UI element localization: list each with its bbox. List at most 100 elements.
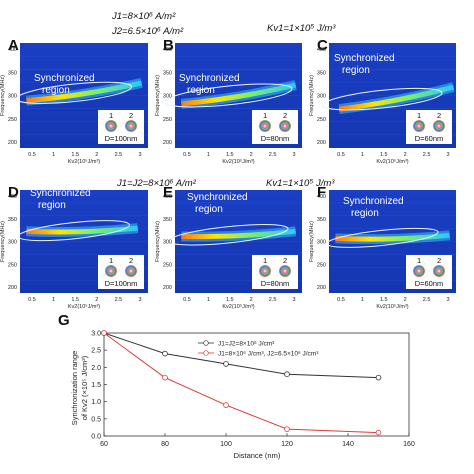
- x-tick-label: 1.5: [226, 297, 234, 303]
- y-tick-label: 250: [317, 262, 326, 268]
- y-tick-label: 300: [8, 240, 17, 246]
- inset-distance-label: D=100nm: [105, 134, 138, 143]
- inset-oscillator-2-label: 2: [283, 111, 287, 120]
- inset-oscillator-2-label: 2: [437, 256, 441, 265]
- series-1-point: [162, 374, 168, 381]
- legend-label-red: J1=8×10⁶ J/cm³, J2=6.5×10⁶ J/cm³: [218, 351, 319, 358]
- x-tick-label: 1.5: [71, 297, 79, 303]
- x-axis-label: Kv2(10⁵J/m³): [68, 158, 100, 165]
- x-tick-label: 3: [292, 297, 295, 303]
- y-tick-label: 250: [163, 117, 172, 123]
- x-tick-label: 3: [138, 152, 141, 158]
- y-tick-label: 350: [317, 70, 326, 76]
- panel-label: E: [163, 184, 173, 201]
- y-tick-label: 200: [8, 285, 17, 291]
- y-tick-label: 200: [317, 285, 326, 291]
- inset-distance-label: D=80nm: [261, 134, 290, 143]
- x-tick-label: 3: [292, 152, 295, 158]
- x-axis-label: Kv2(10⁵J/m³): [222, 158, 254, 165]
- y-tick-label: 250: [8, 117, 17, 123]
- oscillator-inset: 1 2 D=100nm: [98, 110, 144, 144]
- heatmap-band: [335, 232, 450, 242]
- panel-label-g: G: [58, 312, 70, 329]
- x-axis-label: Kv2(10⁵J/m³): [376, 303, 408, 310]
- x-tick-label: 2.5: [269, 297, 277, 303]
- series-1-point: [101, 330, 107, 336]
- series-line-1: [103, 332, 379, 434]
- region-label-line1: Synchronized: [34, 73, 95, 84]
- x-tick-label: 1: [52, 297, 55, 303]
- y-axis-label: Frequency(MHz): [155, 75, 161, 116]
- y-tick-label: 0.5: [91, 416, 101, 423]
- inset-oscillator-2-label: 2: [129, 111, 133, 120]
- x-tick-label: 2: [95, 152, 98, 158]
- y-axis-label: Frequency(MHz): [155, 221, 161, 262]
- series-0-point: [284, 371, 290, 378]
- x-tick-label: 1: [52, 152, 55, 158]
- x-axis-label: Kv2(10⁵J/m³): [68, 303, 100, 310]
- y-axis-label: Frequency(MHz): [309, 75, 315, 116]
- heatmap-band: [26, 225, 139, 235]
- heatmap-band: [338, 84, 455, 112]
- region-label-line1: Synchronized: [334, 53, 395, 64]
- y-tick-label: 3.0: [91, 331, 101, 338]
- legend-marker-red: [203, 350, 209, 356]
- panel-label: B: [163, 37, 174, 54]
- y-axis-label: Frequency(MHz): [0, 221, 6, 262]
- region-label-line2: region: [42, 85, 70, 96]
- chart-series: [101, 330, 382, 436]
- chart-legend: J1=J2=8×10⁶ J/cm³ J1=8×10⁶ J/cm³, J2=6.5…: [198, 340, 319, 358]
- synchronized-region-outline: [168, 224, 289, 246]
- oscillator-inset: 1 2 D=100nm: [98, 255, 144, 289]
- y-tick-label: 250: [8, 262, 17, 268]
- x-tick-label: 2.5: [423, 152, 431, 158]
- series-0-point: [375, 374, 382, 381]
- y-tick-label: 250: [317, 117, 326, 123]
- y-tick-label: 200: [163, 140, 172, 146]
- x-tick-label: 0.5: [28, 152, 36, 158]
- x-tick-label: 100: [220, 441, 232, 448]
- x-tick-label: 140: [342, 441, 354, 448]
- legend-marker-ref: [203, 340, 209, 346]
- y-tick-label: 400: [8, 47, 17, 53]
- y-tick-label: 200: [8, 140, 17, 146]
- oscillator-2-icon: [125, 265, 137, 277]
- synchronization-range-chart: G Synchronization range of Kv2 (×10⁵ J/c…: [58, 312, 415, 460]
- oscillator-1-icon: [413, 120, 425, 132]
- x-tick-label: 0.5: [183, 152, 191, 158]
- series-0-point: [162, 350, 168, 357]
- inset-distance-label: D=80nm: [261, 279, 290, 288]
- y-tick-label: 300: [163, 94, 172, 100]
- inset-oscillator-1-label: 1: [109, 111, 113, 120]
- y-tick-label: 350: [8, 70, 17, 76]
- caption-kv1-top: Kv1=1×10⁵ J/m³: [267, 23, 336, 34]
- x-tick-label: 2: [404, 152, 407, 158]
- x-tick-label: 2.5: [423, 297, 431, 303]
- oscillator-1-icon: [259, 120, 271, 132]
- inset-oscillator-1-label: 1: [417, 256, 421, 265]
- y-tick-label: 2.0: [91, 365, 101, 372]
- y-tick-label: 1.0: [91, 399, 101, 406]
- y-axis-label-line2: of Kv2 (×10⁵ J/cm³): [80, 355, 89, 420]
- x-tick-label: 60: [100, 441, 108, 448]
- x-tick-label: 3: [138, 297, 141, 303]
- region-label-line2: region: [195, 204, 223, 215]
- y-tick-label: 300: [163, 240, 172, 246]
- oscillator-inset: 1 2 D=60nm: [406, 255, 452, 289]
- x-tick-label: 0.5: [337, 297, 345, 303]
- synchronized-region-outline: [326, 227, 439, 248]
- inset-distance-label: D=60nm: [415, 134, 444, 143]
- heatmap-band: [181, 82, 297, 107]
- y-tick-label: 400: [317, 47, 326, 53]
- y-tick-label: 200: [317, 140, 326, 146]
- x-tick-label: 1: [361, 297, 364, 303]
- y-tick-label: 350: [163, 70, 172, 76]
- caption-j1j2-mid: J1=J2=8×10⁶ A/m²: [116, 178, 197, 189]
- y-tick-label: 400: [8, 194, 17, 200]
- x-tick-label: 2.5: [115, 297, 123, 303]
